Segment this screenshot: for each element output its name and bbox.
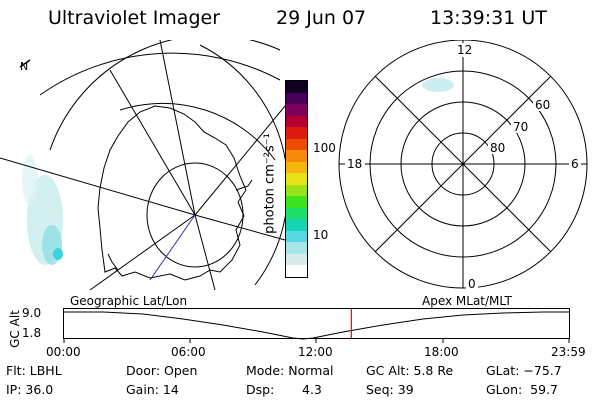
status-mode: Mode: Normal bbox=[246, 363, 334, 378]
latitude-circle bbox=[49, 40, 281, 151]
colorbar-segment bbox=[286, 138, 307, 151]
colorbar-unit-label: photon cm⁻²s⁻¹ bbox=[262, 133, 278, 234]
mlat-label-70: 70 bbox=[513, 120, 528, 134]
timeline-tick-0000: 00:00 bbox=[46, 345, 81, 359]
north-marker: N bbox=[20, 60, 28, 73]
auroral-emission-right bbox=[422, 78, 454, 92]
status-glat: GLat: −75.7 bbox=[486, 363, 562, 378]
mlt-label-18: 18 bbox=[347, 157, 362, 171]
colorbar-segment bbox=[286, 115, 307, 128]
colorbar bbox=[285, 80, 308, 278]
status-door: Door: Open bbox=[126, 363, 198, 378]
colorbar-segment bbox=[286, 207, 307, 220]
status-dsp-value: 4.3 bbox=[302, 382, 322, 397]
colorbar-segment bbox=[286, 196, 307, 208]
altitude-timeline bbox=[63, 308, 570, 343]
header-date: 29 Jun 07 bbox=[276, 7, 367, 29]
instrument-title: Ultraviolet Imager bbox=[48, 7, 221, 29]
colorbar-segment bbox=[286, 219, 307, 231]
colorbar-segment bbox=[286, 265, 307, 277]
status-seq: Seq: 39 bbox=[366, 382, 414, 397]
timeline-axis-label: GC Alt bbox=[7, 310, 22, 348]
mlt-label-12: 12 bbox=[457, 43, 472, 57]
geographic-map: N bbox=[0, 40, 290, 290]
status-gain: Gain: 14 bbox=[126, 382, 179, 397]
timeline-tick-1800: 18:00 bbox=[424, 345, 459, 359]
outer-latitude-circle bbox=[39, 52, 281, 96]
colorbar-segment bbox=[286, 104, 307, 116]
mlat-label-80: 80 bbox=[490, 141, 505, 155]
altitude-curve bbox=[64, 311, 569, 340]
timeline-tick-0600: 06:00 bbox=[171, 345, 206, 359]
timeline-tick-1200: 12:00 bbox=[298, 345, 333, 359]
header-time: 13:39:31 UT bbox=[430, 7, 547, 29]
colorbar-segment bbox=[286, 92, 307, 105]
colorbar-segment bbox=[286, 184, 307, 197]
colorbar-segment bbox=[286, 80, 307, 93]
status-dsp-label: Dsp: bbox=[246, 382, 275, 397]
pole-circle bbox=[146, 162, 244, 268]
colorbar-segment bbox=[286, 161, 307, 174]
colorbar-tick-10: 10 bbox=[313, 228, 329, 242]
mlt-label-6: 6 bbox=[571, 157, 579, 171]
status-filter: Flt: LBHL bbox=[6, 363, 62, 378]
auroral-emission-left bbox=[22, 155, 63, 265]
colorbar-segment bbox=[286, 230, 307, 243]
status-gc-alt: GC Alt: 5.8 Re bbox=[366, 363, 454, 378]
polar-mlat-mlt-plot: 12 18 6 0 60 70 80 bbox=[338, 40, 588, 290]
timeline-ymin: 1.8 bbox=[22, 326, 42, 340]
colorbar-segment bbox=[286, 173, 307, 185]
geographic-caption: Geographic Lat/Lon bbox=[70, 294, 188, 308]
timeline-tick-2359: 23:59 bbox=[551, 345, 586, 359]
mlat-label-60: 60 bbox=[535, 98, 550, 112]
colorbar-tick-100: 100 bbox=[313, 141, 336, 155]
apex-caption: Apex MLat/MLT bbox=[422, 294, 512, 308]
colorbar-segment bbox=[286, 127, 307, 139]
colorbar-segment bbox=[286, 253, 307, 266]
timeline-ymax: 9.0 bbox=[22, 306, 42, 320]
mlt-label-0: 0 bbox=[468, 277, 476, 290]
coastline bbox=[97, 105, 247, 281]
status-ip: IP: 36.0 bbox=[6, 382, 54, 397]
colorbar-segment bbox=[286, 242, 307, 254]
status-glon: GLon: 59.7 bbox=[486, 382, 558, 397]
colorbar-segment bbox=[286, 150, 307, 162]
